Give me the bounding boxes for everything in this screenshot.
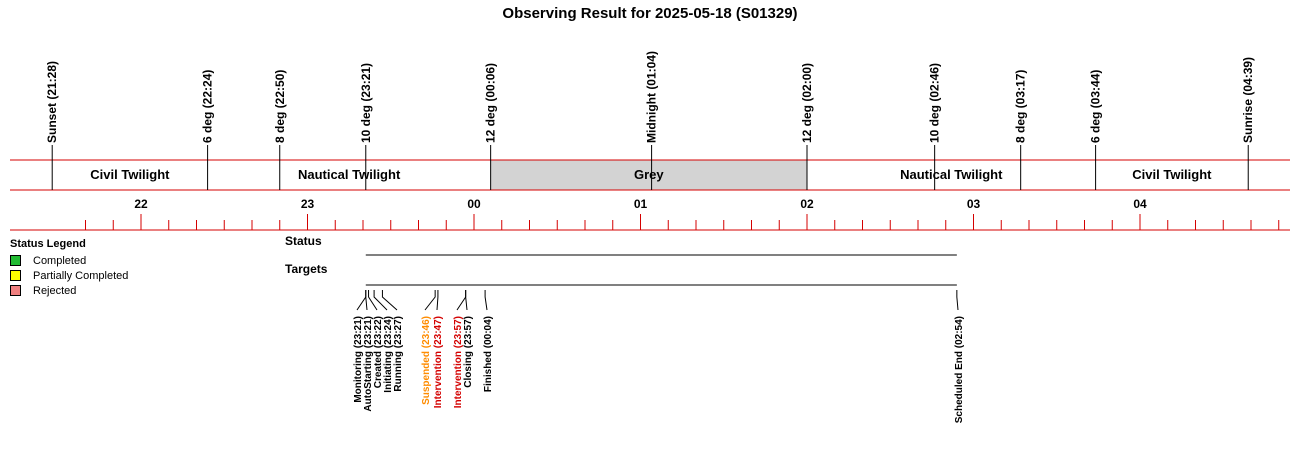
twilight-marker-label: Midnight (01:04) — [645, 51, 659, 143]
legend-item-completed: Completed — [10, 253, 128, 268]
event-leader-line — [381, 290, 398, 311]
event-leader-line — [436, 290, 439, 311]
event-label: Created (23:22) — [373, 316, 384, 388]
legend-label: Partially Completed — [33, 269, 129, 282]
twilight-marker-label: 6 deg (22:24) — [201, 70, 215, 143]
twilight-marker-label: 10 deg (23:21) — [359, 63, 373, 143]
event-leader-line — [424, 290, 436, 311]
legend-item-rejected: Rejected — [10, 283, 128, 298]
hour-tick-label: 22 — [134, 197, 148, 211]
event-leader-line — [368, 290, 378, 311]
twilight-marker-label: 6 deg (03:44) — [1089, 70, 1103, 143]
event-leader-line — [456, 290, 467, 311]
event-leader-line — [956, 290, 959, 311]
event-label: Finished (00:04) — [483, 316, 494, 392]
event-label: Initiating (23:24) — [383, 316, 394, 393]
event-label: Intervention (23:47) — [433, 316, 444, 408]
band-label: Nautical Twilight — [900, 167, 1003, 182]
twilight-marker-label: 12 deg (00:06) — [484, 63, 498, 143]
hour-tick-label: 00 — [467, 197, 481, 211]
event-leader-line — [356, 290, 367, 311]
twilight-marker-label: 10 deg (02:46) — [928, 63, 942, 143]
event-leader-line — [365, 290, 368, 311]
figure-title: Observing Result for 2025-05-18 (S01329) — [502, 5, 798, 22]
status-row-label: Status — [285, 234, 322, 248]
event-label: Intervention (23:57) — [453, 316, 464, 408]
twilight-marker-label: Sunrise (04:39) — [1241, 57, 1255, 143]
event-leader-line — [465, 290, 468, 311]
rejected-swatch — [10, 285, 21, 296]
legend-label: Completed — [33, 254, 87, 267]
hour-tick-label: 04 — [1133, 197, 1147, 211]
band-label: Nautical Twilight — [298, 167, 401, 182]
event-label: AutoStarting (23:21) — [363, 316, 374, 412]
targets-row-label: Targets — [285, 262, 328, 276]
hour-tick-label: 23 — [301, 197, 315, 211]
hour-tick-label: 01 — [634, 197, 648, 211]
status-legend: Status Legend Completed Partially Comple… — [10, 238, 128, 298]
band-shade — [490, 160, 807, 190]
hour-tick-label: 02 — [800, 197, 814, 211]
band-label: Grey — [634, 167, 664, 182]
twilight-marker-label: 8 deg (03:17) — [1014, 70, 1028, 143]
event-leader-line — [373, 290, 388, 311]
twilight-marker-label: 12 deg (02:00) — [800, 63, 814, 143]
partial-swatch — [10, 270, 21, 281]
legend-title: Status Legend — [10, 238, 86, 250]
event-label: Running (23:27) — [393, 316, 404, 392]
event-leader-line — [484, 290, 488, 311]
band-label: Civil Twilight — [1132, 167, 1212, 182]
legend-label: Rejected — [33, 284, 77, 297]
event-label: Closing (23:57) — [463, 316, 474, 388]
legend-item-partial: Partially Completed — [10, 268, 128, 283]
twilight-marker-label: Sunset (21:28) — [45, 61, 59, 143]
completed-swatch — [10, 255, 21, 266]
event-label: Suspended (23:46) — [421, 316, 432, 405]
twilight-marker-label: 8 deg (22:50) — [273, 70, 287, 143]
hour-tick-label: 03 — [967, 197, 981, 211]
band-label: Civil Twilight — [90, 167, 170, 182]
event-label: Scheduled End (02:54) — [954, 316, 965, 423]
event-label: Monitoring (23:21) — [353, 316, 364, 403]
